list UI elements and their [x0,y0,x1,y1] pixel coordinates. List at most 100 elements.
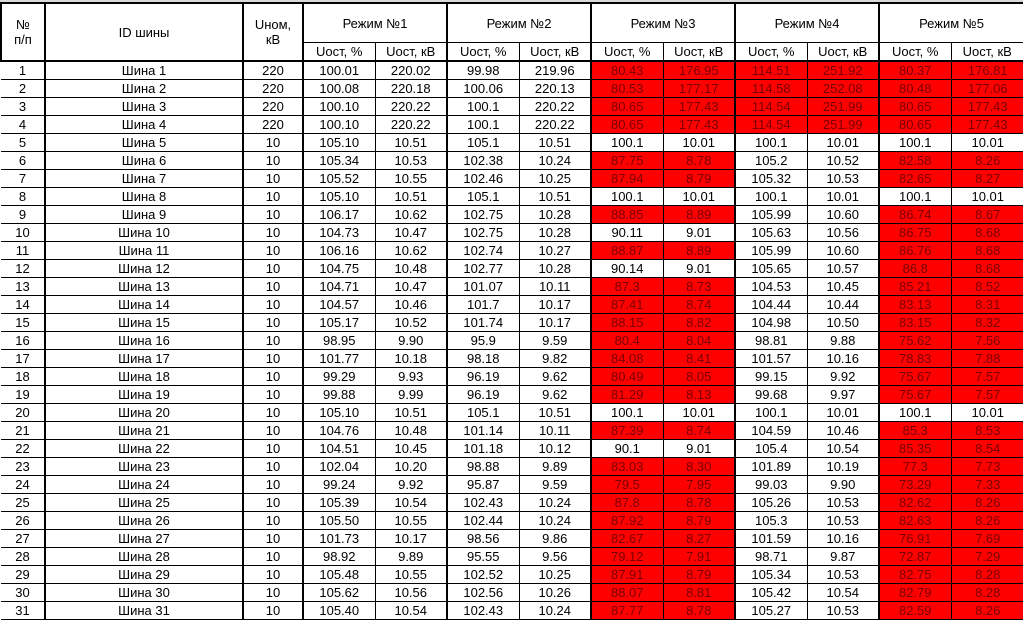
cell-unom[interactable]: 10 [243,511,304,530]
cell-bus-id[interactable]: Шина 26 [45,511,244,530]
cell-uost-kv-mode-5[interactable]: 8.27 [951,169,1023,188]
cell-uost-pct-mode-4[interactable]: 105.65 [735,259,808,278]
cell-uost-kv-mode-2[interactable]: 10.24 [519,511,592,530]
cell-uost-pct-mode-2[interactable]: 102.46 [447,169,520,188]
cell-uost-pct-mode-3[interactable]: 83.03 [591,457,664,476]
cell-num[interactable]: 22 [1,439,46,458]
header-unom[interactable]: Uном, кВ [242,2,304,62]
cell-uost-kv-mode-3[interactable]: 8.05 [663,367,736,386]
cell-uost-pct-mode-4[interactable]: 105.34 [735,565,808,584]
cell-uost-pct-mode-5[interactable]: 100.1 [879,187,952,206]
cell-num[interactable]: 1 [1,61,46,80]
cell-uost-pct-mode-1[interactable]: 105.34 [303,151,376,170]
header-uost-kv-mode-2[interactable]: Uост, кВ [518,42,592,62]
cell-uost-pct-mode-5[interactable]: 80.37 [879,61,952,80]
cell-uost-pct-mode-4[interactable]: 98.81 [735,331,808,350]
cell-uost-kv-mode-1[interactable]: 220.02 [375,61,448,80]
cell-bus-id[interactable]: Шина 8 [45,187,244,206]
cell-uost-pct-mode-3[interactable]: 100.1 [591,187,664,206]
cell-uost-kv-mode-3[interactable]: 177.43 [663,97,736,116]
cell-uost-pct-mode-1[interactable]: 104.76 [303,421,376,440]
cell-uost-kv-mode-3[interactable]: 8.41 [663,349,736,368]
cell-unom[interactable]: 10 [243,277,304,296]
cell-uost-kv-mode-5[interactable]: 7.73 [951,457,1023,476]
cell-uost-kv-mode-5[interactable]: 8.28 [951,565,1023,584]
cell-bus-id[interactable]: Шина 31 [45,601,244,620]
cell-uost-pct-mode-2[interactable]: 100.1 [447,115,520,134]
cell-num[interactable]: 26 [1,511,46,530]
cell-uost-pct-mode-1[interactable]: 105.17 [303,313,376,332]
cell-unom[interactable]: 10 [243,223,304,242]
cell-uost-kv-mode-5[interactable]: 8.31 [951,295,1023,314]
cell-uost-kv-mode-1[interactable]: 10.51 [375,403,448,422]
cell-uost-pct-mode-2[interactable]: 98.88 [447,457,520,476]
cell-uost-pct-mode-3[interactable]: 87.3 [591,277,664,296]
cell-uost-pct-mode-5[interactable]: 83.13 [879,295,952,314]
cell-num[interactable]: 3 [1,97,46,116]
cell-unom[interactable]: 10 [243,547,304,566]
cell-uost-pct-mode-4[interactable]: 105.99 [735,241,808,260]
cell-uost-kv-mode-5[interactable]: 8.26 [951,601,1023,620]
cell-unom[interactable]: 220 [243,61,304,80]
cell-uost-kv-mode-5[interactable]: 7.57 [951,367,1023,386]
cell-uost-pct-mode-1[interactable]: 99.24 [303,475,376,494]
cell-uost-kv-mode-4[interactable]: 251.99 [807,97,880,116]
cell-uost-kv-mode-4[interactable]: 10.52 [807,151,880,170]
header-uost-kv-mode-5[interactable]: Uост, кВ [950,42,1023,62]
cell-uost-kv-mode-1[interactable]: 10.47 [375,223,448,242]
cell-num[interactable]: 25 [1,493,46,512]
cell-uost-kv-mode-4[interactable]: 10.57 [807,259,880,278]
cell-uost-kv-mode-5[interactable]: 8.67 [951,205,1023,224]
cell-bus-id[interactable]: Шина 3 [45,97,244,116]
cell-bus-id[interactable]: Шина 12 [45,259,244,278]
cell-uost-kv-mode-2[interactable]: 10.11 [519,421,592,440]
cell-num[interactable]: 28 [1,547,46,566]
cell-uost-pct-mode-1[interactable]: 105.39 [303,493,376,512]
cell-uost-kv-mode-3[interactable]: 9.01 [663,259,736,278]
cell-num[interactable]: 14 [1,295,46,314]
cell-uost-pct-mode-3[interactable]: 80.65 [591,97,664,116]
cell-uost-kv-mode-1[interactable]: 10.48 [375,421,448,440]
cell-uost-kv-mode-2[interactable]: 220.13 [519,79,592,98]
cell-uost-pct-mode-5[interactable]: 83.15 [879,313,952,332]
cell-uost-pct-mode-1[interactable]: 106.17 [303,205,376,224]
cell-unom[interactable]: 220 [243,115,304,134]
cell-uost-kv-mode-4[interactable]: 10.16 [807,349,880,368]
cell-uost-kv-mode-3[interactable]: 7.91 [663,547,736,566]
cell-uost-pct-mode-2[interactable]: 98.56 [447,529,520,548]
cell-uost-kv-mode-3[interactable]: 176.95 [663,61,736,80]
cell-uost-kv-mode-5[interactable]: 177.43 [951,97,1023,116]
cell-bus-id[interactable]: Шина 13 [45,277,244,296]
cell-uost-pct-mode-2[interactable]: 101.74 [447,313,520,332]
cell-uost-pct-mode-3[interactable]: 90.11 [591,223,664,242]
cell-uost-kv-mode-2[interactable]: 9.89 [519,457,592,476]
header-uost-kv-mode-4[interactable]: Uост, кВ [806,42,880,62]
cell-uost-kv-mode-4[interactable]: 10.46 [807,421,880,440]
header-uost-kv-mode-3[interactable]: Uост, кВ [662,42,736,62]
cell-uost-pct-mode-3[interactable]: 80.49 [591,367,664,386]
cell-uost-pct-mode-2[interactable]: 96.19 [447,367,520,386]
cell-uost-kv-mode-2[interactable]: 10.51 [519,187,592,206]
cell-uost-pct-mode-5[interactable]: 82.62 [879,493,952,512]
cell-num[interactable]: 6 [1,151,46,170]
cell-bus-id[interactable]: Шина 29 [45,565,244,584]
cell-uost-pct-mode-2[interactable]: 100.06 [447,79,520,98]
cell-uost-pct-mode-2[interactable]: 102.38 [447,151,520,170]
cell-uost-pct-mode-4[interactable]: 105.99 [735,205,808,224]
cell-uost-kv-mode-5[interactable]: 8.28 [951,583,1023,602]
cell-uost-pct-mode-1[interactable]: 104.57 [303,295,376,314]
cell-bus-id[interactable]: Шина 9 [45,205,244,224]
cell-uost-pct-mode-1[interactable]: 99.88 [303,385,376,404]
cell-unom[interactable]: 220 [243,79,304,98]
cell-uost-kv-mode-2[interactable]: 220.22 [519,115,592,134]
cell-uost-pct-mode-2[interactable]: 100.1 [447,97,520,116]
cell-unom[interactable]: 10 [243,367,304,386]
cell-uost-kv-mode-5[interactable]: 8.68 [951,259,1023,278]
cell-uost-kv-mode-3[interactable]: 8.78 [663,601,736,620]
cell-unom[interactable]: 10 [243,295,304,314]
cell-num[interactable]: 7 [1,169,46,188]
cell-uost-kv-mode-4[interactable]: 10.53 [807,601,880,620]
cell-uost-pct-mode-4[interactable]: 99.03 [735,475,808,494]
cell-uost-pct-mode-4[interactable]: 104.98 [735,313,808,332]
cell-uost-pct-mode-3[interactable]: 80.53 [591,79,664,98]
